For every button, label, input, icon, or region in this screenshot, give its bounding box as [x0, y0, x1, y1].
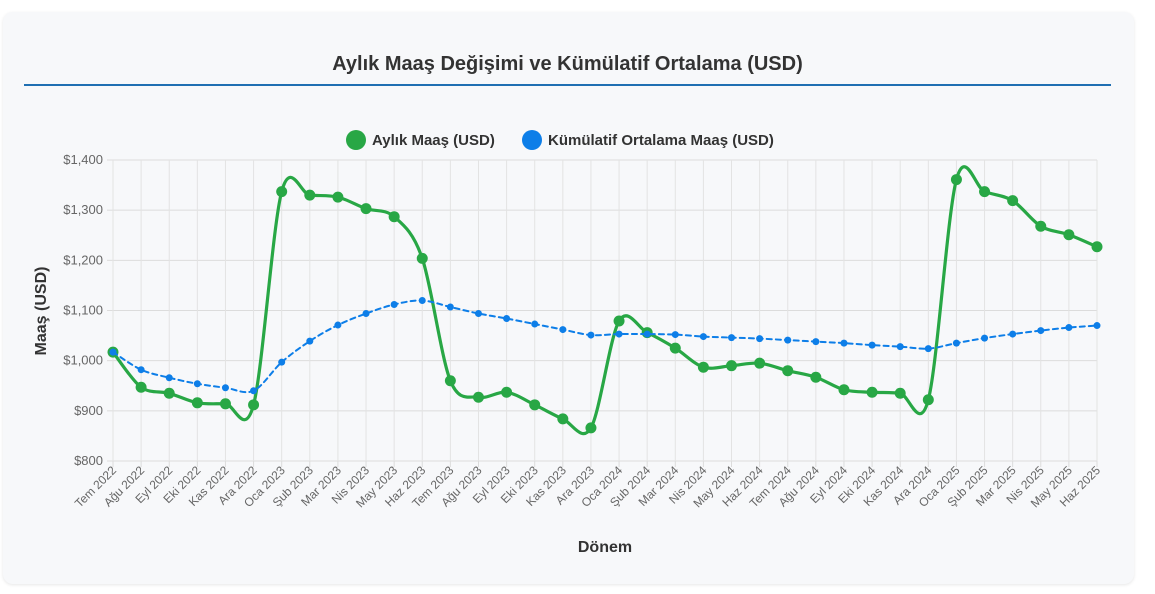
- cumulative-average-point[interactable]: [278, 358, 286, 366]
- monthly-salary-point[interactable]: [276, 186, 288, 198]
- cumulative-average-point[interactable]: [418, 296, 426, 304]
- cumulative-average-point[interactable]: [1065, 324, 1073, 332]
- monthly-salary-point[interactable]: [1091, 241, 1103, 253]
- chart-card: [3, 12, 1134, 584]
- cumulative-average-point[interactable]: [503, 315, 511, 323]
- monthly-salary-point[interactable]: [332, 191, 344, 203]
- cumulative-average-point[interactable]: [952, 339, 960, 347]
- monthly-salary-point[interactable]: [135, 381, 147, 393]
- monthly-salary-point[interactable]: [501, 386, 513, 398]
- cumulative-average-point[interactable]: [137, 366, 145, 374]
- monthly-salary-point[interactable]: [248, 399, 260, 411]
- y-axis-ticks: $800 $900 $1,000 $1,100 $1,200 $1,300 $1,400: [63, 152, 103, 468]
- monthly-salary-point[interactable]: [444, 375, 456, 387]
- monthly-salary-point[interactable]: [585, 422, 597, 434]
- cumulative-average-point[interactable]: [1009, 330, 1017, 338]
- monthly-salary-point[interactable]: [810, 371, 822, 383]
- monthly-salary-point[interactable]: [1063, 229, 1075, 241]
- monthly-salary-point[interactable]: [388, 211, 400, 223]
- monthly-salary-point[interactable]: [557, 413, 569, 425]
- monthly-salary-point[interactable]: [922, 394, 934, 406]
- series-layer: [107, 165, 1103, 436]
- cumulative-average-point[interactable]: [390, 300, 398, 308]
- cumulative-average-point[interactable]: [334, 321, 342, 329]
- cumulative-average-point[interactable]: [756, 335, 764, 343]
- monthly-salary-point[interactable]: [360, 203, 372, 215]
- monthly-salary-point[interactable]: [979, 186, 991, 198]
- cumulative-average-point[interactable]: [193, 380, 201, 388]
- y-tick-label: $1,400: [63, 152, 103, 167]
- y-tick-label: $1,300: [63, 202, 103, 217]
- monthly-salary-point[interactable]: [416, 252, 428, 264]
- cumulative-average-point[interactable]: [840, 339, 848, 347]
- monthly-salary-point[interactable]: [697, 361, 709, 373]
- cumulative-average-legend-label[interactable]: Kümülatif Ortalama Maaş (USD): [548, 132, 774, 149]
- monthly-salary-point[interactable]: [838, 384, 850, 396]
- cumulative-average-point[interactable]: [643, 330, 651, 338]
- cumulative-average-point[interactable]: [896, 343, 904, 351]
- monthly-salary-point[interactable]: [529, 399, 541, 411]
- cumulative-average-point[interactable]: [250, 387, 258, 395]
- cumulative-average-point[interactable]: [699, 333, 707, 341]
- y-tick-label: $800: [74, 453, 103, 468]
- monthly-salary-point[interactable]: [163, 387, 175, 399]
- cumulative-average-point[interactable]: [165, 374, 173, 382]
- y-tick-label: $1,000: [63, 353, 103, 368]
- monthly-salary-point[interactable]: [472, 391, 484, 403]
- cumulative-average-point[interactable]: [671, 331, 679, 339]
- cumulative-average-point[interactable]: [812, 338, 820, 346]
- monthly-salary-point[interactable]: [613, 315, 625, 327]
- y-axis-label: Maaş (USD): [33, 267, 50, 356]
- y-tick-label: $1,200: [63, 252, 103, 267]
- x-axis-label: Dönem: [578, 539, 632, 556]
- grid-lines: [107, 159, 1098, 467]
- cumulative-average-point[interactable]: [981, 334, 989, 342]
- monthly-salary-point[interactable]: [1007, 195, 1019, 207]
- monthly-salary-point[interactable]: [304, 189, 316, 201]
- cumulative-average-point[interactable]: [531, 320, 539, 328]
- cumulative-average-point[interactable]: [559, 326, 567, 334]
- legend[interactable]: Aylık Maaş (USD) Kümülatif Ortalama Maaş …: [346, 130, 774, 150]
- cumulative-average-point[interactable]: [1093, 322, 1101, 330]
- chart-title: Aylık Maaş Değişimi ve Kümülatif Ortalam…: [24, 44, 1111, 86]
- cumulative-average-point[interactable]: [728, 334, 736, 342]
- cumulative-average-point[interactable]: [784, 336, 792, 344]
- monthly-salary-line: [111, 165, 1099, 436]
- monthly-salary-point[interactable]: [669, 342, 681, 354]
- cumulative-average-point[interactable]: [446, 303, 454, 311]
- cumulative-average-point[interactable]: [1037, 327, 1045, 335]
- monthly-salary-legend-marker[interactable]: [346, 130, 366, 150]
- cumulative-average-point[interactable]: [221, 384, 229, 392]
- monthly-salary-point[interactable]: [866, 386, 878, 398]
- y-tick-label: $1,100: [63, 303, 103, 318]
- monthly-salary-point[interactable]: [950, 174, 962, 186]
- cumulative-average-point[interactable]: [306, 337, 314, 345]
- cumulative-average-point[interactable]: [587, 331, 595, 339]
- cumulative-average-point[interactable]: [615, 330, 623, 338]
- y-tick-label: $900: [74, 403, 103, 418]
- monthly-salary-point[interactable]: [1035, 220, 1047, 232]
- monthly-salary-point[interactable]: [219, 398, 231, 410]
- monthly-salary-point[interactable]: [726, 360, 738, 372]
- monthly-salary-point[interactable]: [191, 397, 203, 409]
- cumulative-average-point[interactable]: [474, 310, 482, 318]
- cumulative-average-legend-marker[interactable]: [522, 130, 542, 150]
- monthly-salary-point[interactable]: [782, 365, 794, 377]
- monthly-salary-legend-label[interactable]: Aylık Maaş (USD): [372, 132, 495, 149]
- monthly-salary-point[interactable]: [754, 357, 766, 369]
- cumulative-average-point[interactable]: [868, 341, 876, 349]
- monthly-salary-point[interactable]: [894, 387, 906, 399]
- cumulative-average-point[interactable]: [109, 348, 117, 356]
- cumulative-average-point[interactable]: [924, 345, 932, 353]
- cumulative-average-point[interactable]: [362, 310, 370, 318]
